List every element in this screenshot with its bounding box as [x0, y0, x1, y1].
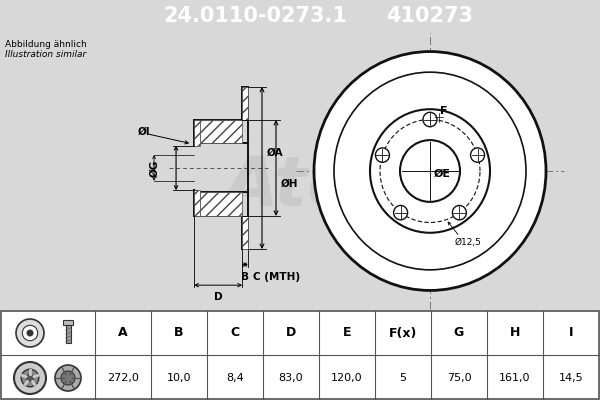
Text: Ate: Ate: [225, 153, 355, 220]
Bar: [242, 87, 248, 120]
Circle shape: [314, 52, 546, 290]
Text: ØA: ØA: [267, 148, 284, 158]
Circle shape: [26, 374, 34, 382]
Text: 161,0: 161,0: [499, 373, 531, 383]
Text: ØG: ØG: [149, 159, 159, 176]
Text: D: D: [286, 326, 296, 340]
Circle shape: [370, 109, 490, 233]
Text: Ø12,5: Ø12,5: [455, 238, 482, 247]
Text: F: F: [440, 106, 448, 116]
Circle shape: [21, 369, 39, 387]
Text: Illustration similar: Illustration similar: [5, 50, 86, 58]
Bar: [63, 320, 73, 325]
Bar: [194, 190, 200, 216]
Text: D: D: [214, 292, 223, 302]
Text: ØH: ØH: [281, 178, 299, 188]
Circle shape: [470, 148, 485, 162]
Bar: [244, 87, 248, 95]
Text: B: B: [174, 326, 184, 340]
Text: 24.0110-0273.1: 24.0110-0273.1: [163, 6, 347, 26]
Text: Abbildung ähnlich: Abbildung ähnlich: [5, 40, 87, 49]
Bar: [65, 325, 71, 343]
Text: ØI: ØI: [138, 126, 151, 136]
Text: I: I: [569, 326, 573, 340]
Text: F(x): F(x): [389, 326, 417, 340]
Text: C: C: [230, 326, 239, 340]
Bar: [242, 216, 248, 249]
Circle shape: [400, 140, 460, 202]
Bar: [194, 120, 200, 146]
Text: 83,0: 83,0: [278, 373, 304, 383]
Text: 410273: 410273: [386, 6, 473, 26]
Circle shape: [334, 72, 526, 270]
Text: 120,0: 120,0: [331, 373, 363, 383]
Circle shape: [423, 112, 437, 127]
Circle shape: [27, 330, 33, 336]
Circle shape: [16, 319, 44, 347]
Text: 75,0: 75,0: [446, 373, 472, 383]
Circle shape: [22, 325, 38, 341]
Circle shape: [376, 148, 389, 162]
Circle shape: [61, 371, 75, 385]
Text: 272,0: 272,0: [107, 373, 139, 383]
Text: 5: 5: [400, 373, 407, 383]
Circle shape: [394, 206, 407, 220]
Bar: [200, 192, 242, 216]
Text: E: E: [343, 326, 351, 340]
Circle shape: [14, 362, 46, 394]
Text: 8,4: 8,4: [226, 373, 244, 383]
Text: A: A: [118, 326, 128, 340]
Text: G: G: [454, 326, 464, 340]
Bar: [200, 120, 242, 144]
Text: 10,0: 10,0: [167, 373, 191, 383]
Text: 14,5: 14,5: [559, 373, 583, 383]
Circle shape: [55, 365, 81, 391]
Text: B: B: [241, 272, 249, 282]
Bar: [244, 241, 248, 249]
Text: ØE: ØE: [434, 169, 451, 179]
Circle shape: [452, 206, 466, 220]
Text: C (MTH): C (MTH): [253, 272, 300, 282]
Text: H: H: [510, 326, 520, 340]
Text: ®: ®: [315, 169, 331, 187]
